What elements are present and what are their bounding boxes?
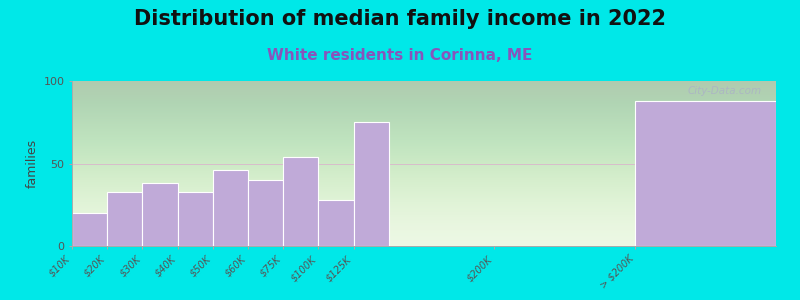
Bar <box>107 191 142 246</box>
Bar <box>178 191 213 246</box>
Text: City-Data.com: City-Data.com <box>688 86 762 96</box>
Y-axis label: families: families <box>26 139 39 188</box>
Bar <box>248 180 283 246</box>
Bar <box>72 213 107 246</box>
Bar <box>635 101 776 246</box>
Bar <box>213 170 248 246</box>
Text: White residents in Corinna, ME: White residents in Corinna, ME <box>267 48 533 63</box>
Text: Distribution of median family income in 2022: Distribution of median family income in … <box>134 9 666 29</box>
Bar <box>142 183 178 246</box>
Bar <box>283 157 318 246</box>
Bar <box>354 122 389 246</box>
Bar <box>318 200 354 246</box>
